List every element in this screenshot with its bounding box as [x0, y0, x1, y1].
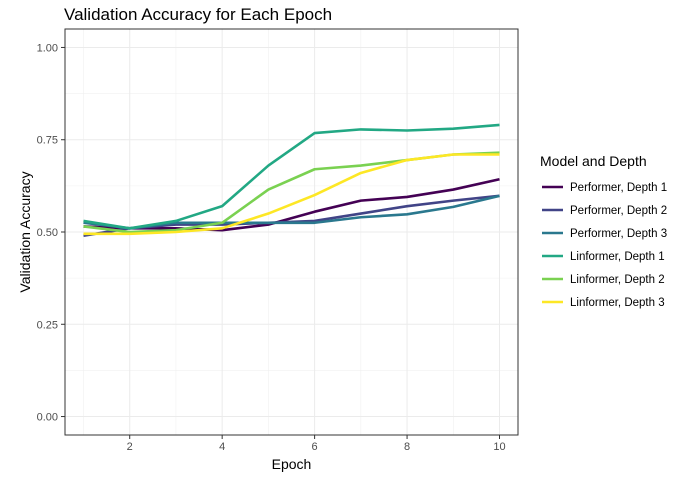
legend-title: Model and Depth — [540, 153, 647, 169]
legend: Model and Depth Performer, Depth 1 Perfor… — [540, 153, 667, 309]
series-line-4 — [83, 123, 500, 230]
y-axis-title: Validation Accuracy — [17, 171, 33, 292]
legend-label-3: Performer, Depth 3 — [570, 228, 667, 240]
legend-label-6: Linformer, Depth 3 — [570, 297, 665, 309]
legend-label-4: Linformer, Depth 1 — [570, 251, 665, 263]
x-tick-label: 8 — [404, 441, 410, 453]
y-tick-label: 0.50 — [37, 227, 58, 239]
series-line-6 — [83, 153, 500, 236]
chart-title: Validation Accuracy for Each Epoch — [64, 5, 332, 24]
x-tick-label: 4 — [219, 441, 225, 453]
y-tick-label: 0.00 — [37, 412, 58, 424]
y-tick-label: 0.75 — [37, 135, 58, 147]
y-axis: 0.00 0.25 0.50 0.75 1.00 — [37, 42, 65, 424]
x-tick-label: 6 — [312, 441, 318, 453]
y-tick-label: 0.25 — [37, 319, 58, 331]
legend-label-5: Linformer, Depth 2 — [570, 274, 665, 286]
series-lines — [83, 123, 500, 237]
x-axis-title: Epoch — [272, 456, 312, 472]
x-tick-label: 2 — [127, 441, 133, 453]
legend-label-2: Performer, Depth 2 — [570, 205, 667, 217]
x-axis: 2 4 6 8 10 — [127, 435, 506, 453]
y-tick-label: 1.00 — [37, 42, 58, 54]
legend-label-1: Performer, Depth 1 — [570, 182, 667, 194]
series-line-1 — [83, 177, 500, 232]
x-tick-label: 10 — [493, 441, 505, 453]
